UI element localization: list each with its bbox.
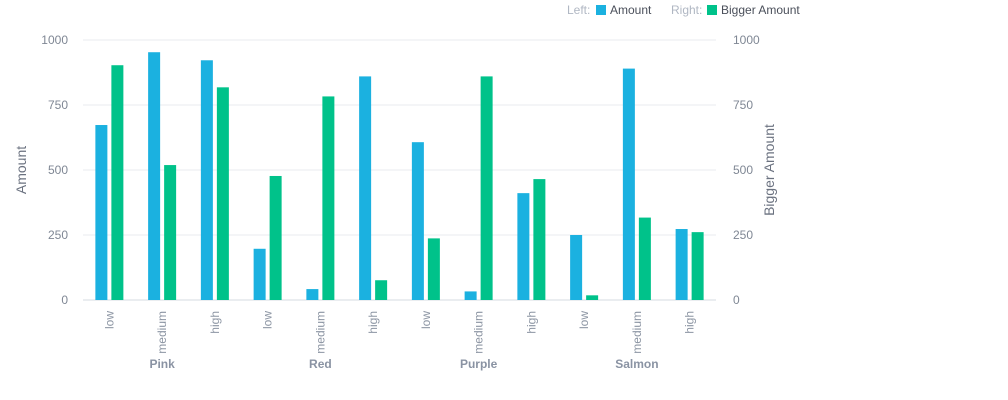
left-y-tick-label: 750 <box>48 98 68 112</box>
legend-swatch-bigger-amount <box>707 5 717 15</box>
bar-amount[interactable] <box>570 235 583 300</box>
x-category-label: high <box>524 311 538 334</box>
x-category-label: low <box>419 311 433 329</box>
x-category-label: medium <box>472 311 486 354</box>
bar-bigger-amount[interactable] <box>269 175 282 300</box>
bar-amount[interactable] <box>200 60 213 300</box>
bar-amount[interactable] <box>464 291 477 300</box>
left-y-tick-label: 1000 <box>41 33 68 47</box>
x-group-label: Purple <box>460 357 498 371</box>
bar-bigger-amount[interactable] <box>638 217 651 300</box>
x-group-label: Pink <box>149 357 175 371</box>
x-category-label: medium <box>630 311 644 354</box>
left-y-axis-title: Amount <box>13 146 29 194</box>
legend: Left: Amount Right: Bigger Amount <box>567 3 800 17</box>
x-category-label: high <box>208 311 222 334</box>
left-y-tick-label: 500 <box>48 163 68 177</box>
right-y-tick-label: 1000 <box>733 33 760 47</box>
x-group-label: Salmon <box>615 357 658 371</box>
x-group-labels: Pink Red Purple Salmon <box>149 357 658 371</box>
x-category-label: low <box>102 311 116 329</box>
bar-amount[interactable] <box>675 229 688 300</box>
x-category-label: high <box>683 311 697 334</box>
x-category-label: low <box>261 311 275 329</box>
bar-bigger-amount[interactable] <box>427 238 440 300</box>
right-y-ticks: 0 250 500 750 1000 <box>733 33 760 307</box>
right-y-tick-label: 500 <box>733 163 753 177</box>
bar-bigger-amount[interactable] <box>111 65 124 300</box>
x-category-label: high <box>366 311 380 334</box>
right-y-tick-label: 750 <box>733 98 753 112</box>
bar-bigger-amount[interactable] <box>691 232 704 300</box>
legend-right-prefix: Right: <box>671 3 702 17</box>
bar-amount[interactable] <box>517 193 530 300</box>
left-y-tick-label: 0 <box>61 293 68 307</box>
left-y-tick-label: 250 <box>48 228 68 242</box>
legend-label-bigger-amount[interactable]: Bigger Amount <box>721 3 800 17</box>
bar-bigger-amount[interactable] <box>216 87 229 300</box>
bar-amount[interactable] <box>411 142 424 300</box>
bar-bigger-amount[interactable] <box>322 96 335 300</box>
bar-bigger-amount[interactable] <box>480 76 493 301</box>
x-category-label: medium <box>155 311 169 354</box>
bar-amount[interactable] <box>306 289 319 300</box>
right-y-tick-label: 0 <box>733 293 740 307</box>
bar-bigger-amount[interactable] <box>375 280 388 300</box>
grid-lines <box>83 39 716 301</box>
bar-amount[interactable] <box>95 125 108 301</box>
bar-amount[interactable] <box>253 248 266 300</box>
x-category-label: medium <box>313 311 327 354</box>
bar-bigger-amount[interactable] <box>533 179 546 300</box>
bars <box>95 52 704 301</box>
bar-amount[interactable] <box>359 76 372 301</box>
legend-swatch-amount <box>596 5 606 15</box>
left-y-ticks: 0 250 500 750 1000 <box>41 33 68 307</box>
right-y-axis-title: Bigger Amount <box>761 124 777 216</box>
x-category-label: low <box>577 311 591 329</box>
right-y-tick-label: 250 <box>733 228 753 242</box>
bar-bigger-amount[interactable] <box>586 295 599 300</box>
bar-amount[interactable] <box>148 52 161 300</box>
x-group-label: Red <box>309 357 332 371</box>
bar-bigger-amount[interactable] <box>164 165 177 300</box>
legend-left-prefix: Left: <box>567 3 590 17</box>
legend-label-amount[interactable]: Amount <box>610 3 652 17</box>
x-category-labels: low medium high low medium high low medium high l… <box>102 311 696 354</box>
bar-amount[interactable] <box>622 68 635 300</box>
